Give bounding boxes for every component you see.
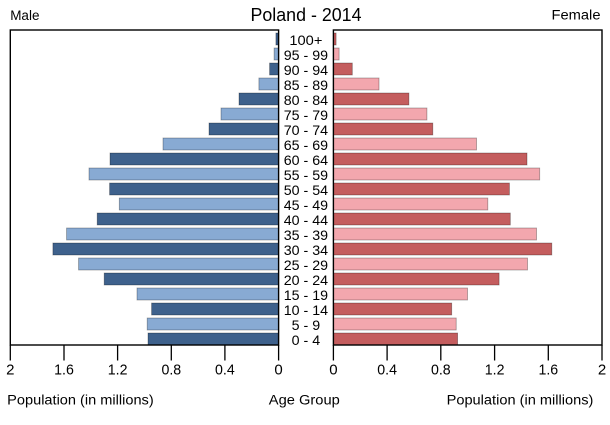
svg-text:0: 0 [329, 362, 337, 379]
svg-text:40 - 44: 40 - 44 [284, 212, 329, 228]
svg-text:1.2: 1.2 [485, 362, 505, 379]
svg-text:55 - 59: 55 - 59 [284, 167, 329, 183]
svg-text:95 - 99: 95 - 99 [284, 47, 329, 63]
svg-text:65 - 69: 65 - 69 [284, 137, 329, 153]
svg-text:25 - 29: 25 - 29 [284, 257, 329, 273]
svg-text:0.4: 0.4 [377, 362, 397, 379]
svg-text:0 - 4: 0 - 4 [292, 332, 321, 348]
svg-text:100+: 100+ [289, 32, 322, 48]
svg-text:5 - 9: 5 - 9 [292, 317, 321, 333]
svg-text:85 - 89: 85 - 89 [284, 77, 329, 93]
svg-text:0: 0 [274, 362, 282, 379]
svg-text:Population (in millions): Population (in millions) [7, 392, 154, 407]
svg-text:10 - 14: 10 - 14 [284, 302, 329, 318]
svg-text:0.4: 0.4 [215, 362, 235, 379]
svg-text:15 - 19: 15 - 19 [284, 287, 329, 303]
svg-text:45 - 49: 45 - 49 [284, 197, 329, 213]
svg-text:60 - 64: 60 - 64 [284, 152, 329, 168]
svg-text:20 - 24: 20 - 24 [284, 272, 329, 288]
svg-text:75 - 79: 75 - 79 [284, 107, 329, 123]
svg-text:50 - 54: 50 - 54 [284, 182, 329, 198]
svg-text:Poland - 2014: Poland - 2014 [251, 4, 362, 25]
svg-text:30 - 34: 30 - 34 [284, 242, 329, 258]
svg-text:90 - 94: 90 - 94 [284, 62, 329, 78]
svg-text:0.8: 0.8 [161, 362, 181, 379]
svg-text:35 - 39: 35 - 39 [284, 227, 329, 243]
svg-text:Female: Female [552, 8, 601, 23]
svg-text:2: 2 [598, 362, 606, 379]
svg-text:1.6: 1.6 [538, 362, 558, 379]
svg-text:1.6: 1.6 [54, 362, 74, 379]
svg-text:Age Group: Age Group [269, 392, 340, 407]
svg-text:1.2: 1.2 [108, 362, 128, 379]
svg-text:80 - 84: 80 - 84 [284, 92, 329, 108]
svg-text:2: 2 [6, 362, 14, 379]
svg-text:Population (in millions): Population (in millions) [447, 392, 594, 407]
svg-text:Male: Male [10, 8, 39, 23]
svg-text:0.8: 0.8 [431, 362, 451, 379]
svg-text:70 - 74: 70 - 74 [284, 122, 329, 138]
